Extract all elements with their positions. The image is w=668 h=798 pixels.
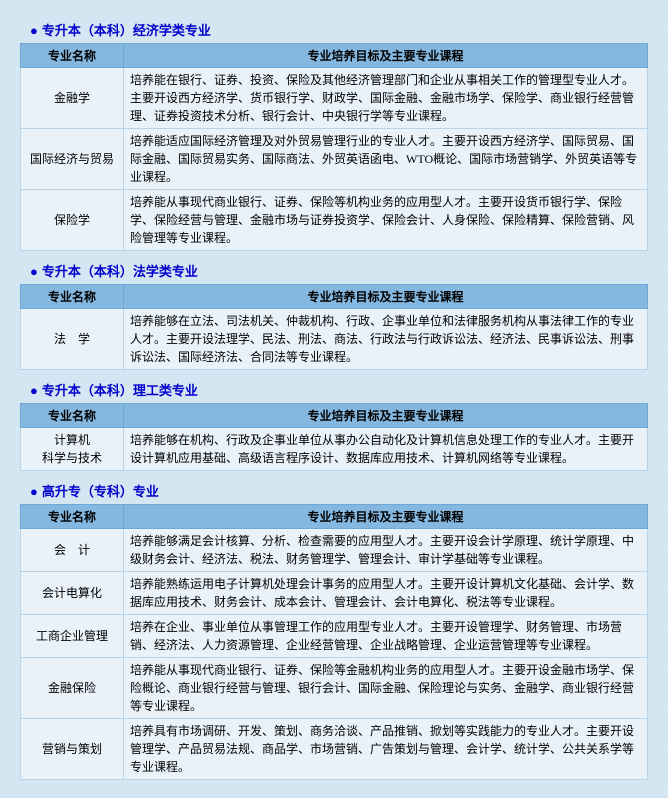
bullet-icon: ● (30, 264, 38, 279)
table-row: 计算机科学与技术培养能够在机构、行政及企事业单位从事办公自动化及计算机信息处理工… (21, 428, 648, 471)
column-header-name: 专业名称 (21, 404, 124, 428)
column-header-desc: 专业培养目标及主要专业课程 (124, 505, 648, 529)
column-header-name: 专业名称 (21, 44, 124, 68)
table-row: 金融学培养能在银行、证券、投资、保险及其他经济管理部门和企业从事相关工作的管理型… (21, 68, 648, 129)
column-header-desc: 专业培养目标及主要专业课程 (124, 285, 648, 309)
section-header: ● 专升本（本科）理工类专业 (30, 380, 648, 399)
table-row: 营销与策划培养具有市场调研、开发、策划、商务洽谈、产品推销、掀划等实践能力的专业… (21, 719, 648, 780)
majors-table: 专业名称专业培养目标及主要专业课程计算机科学与技术培养能够在机构、行政及企事业单… (20, 403, 648, 471)
section-title: 专升本（本科）法学类专业 (42, 264, 198, 279)
table-row: 会计电算化培养能熟练运用电子计算机处理会计事务的应用型人才。主要开设计算机文化基… (21, 572, 648, 615)
column-header-name: 专业名称 (21, 285, 124, 309)
column-header-name: 专业名称 (21, 505, 124, 529)
major-name: 保险学 (21, 190, 124, 251)
majors-table: 专业名称专业培养目标及主要专业课程法 学培养能够在立法、司法机关、仲裁机构、行政… (20, 284, 648, 370)
bullet-icon: ● (30, 23, 38, 38)
table-row: 法 学培养能够在立法、司法机关、仲裁机构、行政、企事业单位和法律服务机构从事法律… (21, 309, 648, 370)
section-header: ● 专升本（本科）经济学类专业 (30, 20, 648, 39)
major-name: 会计电算化 (21, 572, 124, 615)
major-name: 计算机科学与技术 (21, 428, 124, 471)
major-description: 培养能从事现代商业银行、证券、保险等金融机构业务的应用型人才。主要开设金融市场学… (124, 658, 648, 719)
major-name: 金融学 (21, 68, 124, 129)
column-header-desc: 专业培养目标及主要专业课程 (124, 44, 648, 68)
major-description: 培养能熟练运用电子计算机处理会计事务的应用型人才。主要开设计算机文化基础、会计学… (124, 572, 648, 615)
major-description: 培养能适应国际经济管理及对外贸易管理行业的专业人才。主要开设西方经济学、国际贸易… (124, 129, 648, 190)
section-title: 专升本（本科）经济学类专业 (42, 23, 211, 38)
major-description: 培养在企业、事业单位从事管理工作的应用型专业人才。主要开设管理学、财务管理、市场… (124, 615, 648, 658)
table-row: 会 计培养能够满足会计核算、分析、检查需要的应用型人才。主要开设会计学原理、统计… (21, 529, 648, 572)
section-header: ● 专升本（本科）法学类专业 (30, 261, 648, 280)
major-description: 培养能够在立法、司法机关、仲裁机构、行政、企事业单位和法律服务机构从事法律工作的… (124, 309, 648, 370)
major-description: 培养能在银行、证券、投资、保险及其他经济管理部门和企业从事相关工作的管理型专业人… (124, 68, 648, 129)
table-row: 工商企业管理培养在企业、事业单位从事管理工作的应用型专业人才。主要开设管理学、财… (21, 615, 648, 658)
document-root: ●专升本（本科）经济学类专业专业名称专业培养目标及主要专业课程金融学培养能在银行… (20, 20, 648, 780)
bullet-icon: ● (30, 484, 38, 499)
major-description: 培养能够在机构、行政及企事业单位从事办公自动化及计算机信息处理工作的专业人才。主… (124, 428, 648, 471)
column-header-desc: 专业培养目标及主要专业课程 (124, 404, 648, 428)
table-row: 国际经济与贸易培养能适应国际经济管理及对外贸易管理行业的专业人才。主要开设西方经… (21, 129, 648, 190)
major-description: 培养能从事现代商业银行、证券、保险等机构业务的应用型人才。主要开设货币银行学、保… (124, 190, 648, 251)
table-row: 金融保险培养能从事现代商业银行、证券、保险等金融机构业务的应用型人才。主要开设金… (21, 658, 648, 719)
major-name: 国际经济与贸易 (21, 129, 124, 190)
major-name: 会 计 (21, 529, 124, 572)
section-title: 专升本（本科）理工类专业 (42, 383, 198, 398)
major-name: 营销与策划 (21, 719, 124, 780)
table-row: 保险学培养能从事现代商业银行、证券、保险等机构业务的应用型人才。主要开设货币银行… (21, 190, 648, 251)
major-name: 工商企业管理 (21, 615, 124, 658)
majors-table: 专业名称专业培养目标及主要专业课程会 计培养能够满足会计核算、分析、检查需要的应… (20, 504, 648, 780)
major-description: 培养能够满足会计核算、分析、检查需要的应用型人才。主要开设会计学原理、统计学原理… (124, 529, 648, 572)
major-name: 法 学 (21, 309, 124, 370)
section-header: ● 高升专（专科）专业 (30, 481, 648, 500)
majors-table: 专业名称专业培养目标及主要专业课程金融学培养能在银行、证券、投资、保险及其他经济… (20, 43, 648, 251)
major-name: 金融保险 (21, 658, 124, 719)
section-title: 高升专（专科）专业 (42, 484, 159, 499)
bullet-icon: ● (30, 383, 38, 398)
major-description: 培养具有市场调研、开发、策划、商务洽谈、产品推销、掀划等实践能力的专业人才。主要… (124, 719, 648, 780)
